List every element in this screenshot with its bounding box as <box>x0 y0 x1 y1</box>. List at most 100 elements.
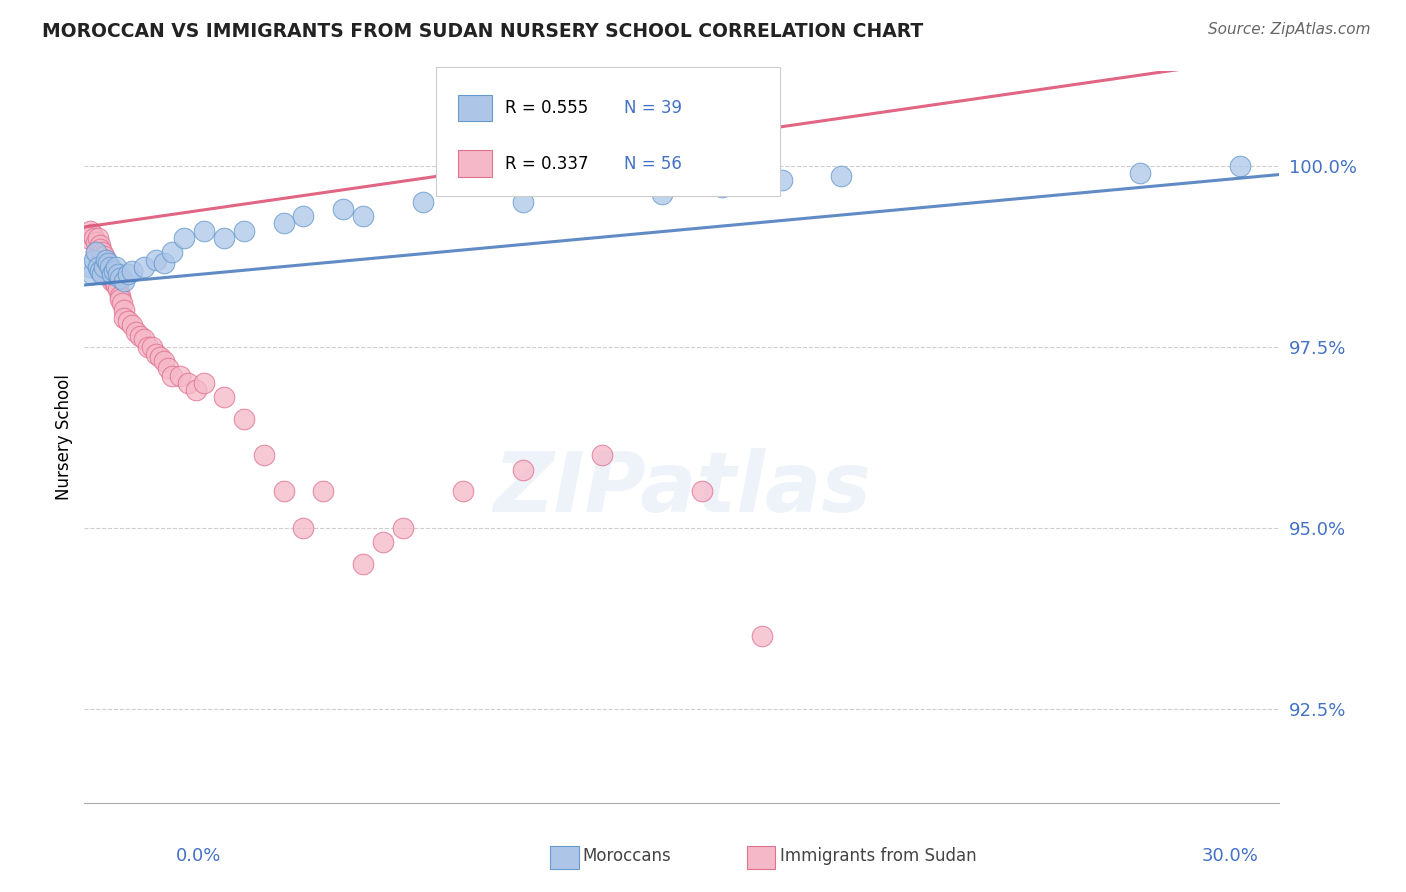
Point <box>352 209 374 223</box>
Text: MOROCCAN VS IMMIGRANTS FROM SUDAN NURSERY SCHOOL CORRELATION CHART: MOROCCAN VS IMMIGRANTS FROM SUDAN NURSER… <box>42 22 924 41</box>
Point <box>112 274 135 288</box>
Point <box>132 260 156 274</box>
Point <box>253 448 276 462</box>
Point <box>651 187 673 202</box>
Point <box>96 252 118 267</box>
Point <box>112 303 135 318</box>
Point <box>121 263 143 277</box>
Point <box>1129 166 1152 180</box>
Point <box>169 368 191 383</box>
Point <box>101 267 124 281</box>
Point <box>512 463 534 477</box>
Point <box>103 263 125 277</box>
Point <box>212 231 235 245</box>
Point <box>173 231 195 245</box>
Text: Source: ZipAtlas.com: Source: ZipAtlas.com <box>1208 22 1371 37</box>
Point <box>332 202 354 216</box>
Point <box>107 282 129 296</box>
Point <box>110 293 132 307</box>
Point <box>141 340 163 354</box>
Point <box>107 267 129 281</box>
Text: ZIPatlas: ZIPatlas <box>494 448 870 529</box>
Point <box>352 557 374 571</box>
Point <box>129 328 152 343</box>
Text: R = 0.337: R = 0.337 <box>505 154 588 172</box>
Point <box>93 249 115 263</box>
Point <box>292 209 315 223</box>
Y-axis label: Nursery School: Nursery School <box>55 374 73 500</box>
Point <box>103 274 125 288</box>
Text: R = 0.555: R = 0.555 <box>505 99 588 117</box>
Point <box>121 318 143 332</box>
Point <box>273 484 295 499</box>
Point <box>193 224 215 238</box>
Point <box>86 235 108 249</box>
Point <box>83 231 105 245</box>
Point <box>160 368 183 383</box>
Point <box>79 260 101 274</box>
Point <box>97 256 120 270</box>
Point <box>273 216 295 230</box>
Point <box>111 296 134 310</box>
Point <box>93 260 115 274</box>
Point <box>184 383 207 397</box>
Text: Moroccans: Moroccans <box>582 847 672 865</box>
Point <box>153 256 176 270</box>
Point <box>1229 159 1251 173</box>
Point <box>110 289 132 303</box>
Point <box>212 390 235 404</box>
Point <box>93 260 115 274</box>
Point <box>177 376 200 390</box>
Point <box>157 361 180 376</box>
Point <box>86 245 108 260</box>
Point <box>160 245 183 260</box>
Point <box>97 263 120 277</box>
Point <box>105 278 128 293</box>
Point <box>830 169 852 184</box>
Point <box>89 238 111 252</box>
Point <box>82 227 104 242</box>
Point <box>451 484 474 499</box>
Point <box>153 354 176 368</box>
Point <box>87 231 110 245</box>
Point <box>86 245 108 260</box>
Point <box>98 267 121 281</box>
Point <box>392 520 415 534</box>
Point <box>136 340 159 354</box>
Point <box>91 245 114 260</box>
Point <box>232 412 254 426</box>
Point <box>149 351 172 365</box>
Text: Immigrants from Sudan: Immigrants from Sudan <box>779 847 976 865</box>
Point <box>105 260 128 274</box>
Point <box>89 263 111 277</box>
Point <box>690 484 713 499</box>
Point <box>145 252 167 267</box>
Point <box>373 535 395 549</box>
Point <box>110 270 132 285</box>
Point <box>232 224 254 238</box>
Point <box>770 173 793 187</box>
Point <box>77 231 100 245</box>
Point <box>145 347 167 361</box>
Point <box>312 484 335 499</box>
Point <box>132 332 156 346</box>
Point <box>79 224 101 238</box>
Point <box>96 252 118 267</box>
Point <box>512 194 534 209</box>
Point <box>751 629 773 643</box>
Text: N = 39: N = 39 <box>624 99 682 117</box>
Point <box>117 267 139 281</box>
Point <box>91 267 114 281</box>
Text: 0.0%: 0.0% <box>176 847 221 865</box>
Point <box>83 252 105 267</box>
Point <box>193 376 215 390</box>
Point <box>591 448 613 462</box>
Point <box>87 260 110 274</box>
Text: 30.0%: 30.0% <box>1202 847 1258 865</box>
Point <box>98 260 121 274</box>
Point <box>117 314 139 328</box>
Point <box>112 310 135 325</box>
Point <box>710 180 733 194</box>
Point <box>97 260 120 274</box>
Point <box>292 520 315 534</box>
